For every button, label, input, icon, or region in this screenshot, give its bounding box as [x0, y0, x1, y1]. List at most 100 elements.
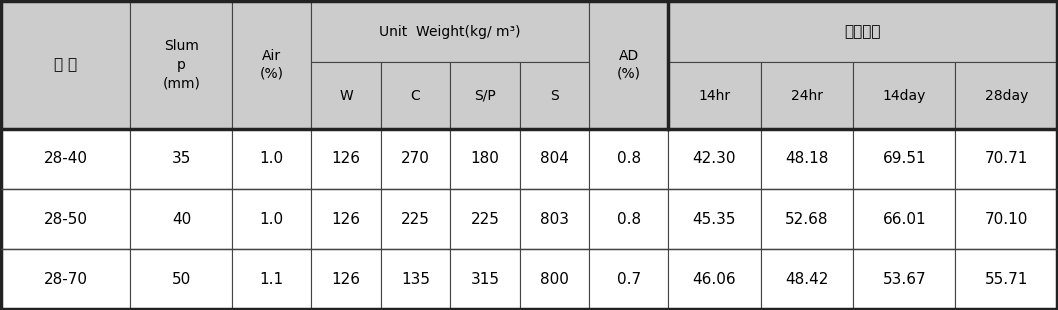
- Text: 225: 225: [471, 211, 499, 227]
- Text: 70.10: 70.10: [985, 211, 1028, 227]
- Text: 135: 135: [401, 272, 430, 287]
- Text: 126: 126: [331, 211, 361, 227]
- Text: 24hr: 24hr: [791, 89, 823, 103]
- Text: 40: 40: [171, 211, 191, 227]
- Bar: [381, 62, 451, 129]
- Bar: [761, 249, 854, 309]
- Bar: [761, 189, 854, 249]
- Bar: [311, 189, 381, 249]
- Text: 1.1: 1.1: [259, 272, 284, 287]
- Bar: [381, 249, 451, 309]
- Text: 0.8: 0.8: [617, 211, 641, 227]
- Text: S: S: [550, 89, 559, 103]
- Bar: [519, 129, 589, 189]
- Bar: [311, 129, 381, 189]
- Bar: [854, 249, 955, 309]
- Bar: [761, 129, 854, 189]
- Bar: [589, 249, 668, 309]
- Text: 180: 180: [471, 151, 499, 166]
- Bar: [854, 189, 955, 249]
- Text: 28-40: 28-40: [43, 151, 88, 166]
- Text: 270: 270: [401, 151, 430, 166]
- Text: 48.18: 48.18: [785, 151, 828, 166]
- Text: 28-50: 28-50: [43, 211, 88, 227]
- Text: 225: 225: [401, 211, 430, 227]
- Text: S/P: S/P: [474, 89, 496, 103]
- Bar: [451, 129, 519, 189]
- Text: 70.71: 70.71: [985, 151, 1028, 166]
- Bar: [519, 62, 589, 129]
- Text: 50: 50: [171, 272, 191, 287]
- Bar: [668, 129, 761, 189]
- Text: 1.0: 1.0: [259, 151, 284, 166]
- Text: W: W: [339, 89, 352, 103]
- Text: Unit  Weight(kg/ m³): Unit Weight(kg/ m³): [380, 24, 521, 38]
- Text: 126: 126: [331, 151, 361, 166]
- Bar: [233, 1, 311, 129]
- Text: 804: 804: [540, 151, 569, 166]
- Bar: [589, 1, 668, 129]
- Text: 압축강도: 압축강도: [844, 24, 881, 39]
- Bar: [130, 129, 233, 189]
- Text: 46.06: 46.06: [693, 272, 736, 287]
- Bar: [381, 189, 451, 249]
- Bar: [451, 62, 519, 129]
- Text: 1.0: 1.0: [259, 211, 284, 227]
- Bar: [233, 129, 311, 189]
- Bar: [589, 189, 668, 249]
- Bar: [854, 129, 955, 189]
- Text: 14hr: 14hr: [698, 89, 730, 103]
- Text: 0.8: 0.8: [617, 151, 641, 166]
- Text: 14day: 14day: [882, 89, 926, 103]
- Text: 315: 315: [471, 272, 499, 287]
- Text: 55.71: 55.71: [985, 272, 1028, 287]
- Bar: [1, 129, 130, 189]
- Text: 35: 35: [171, 151, 191, 166]
- Bar: [381, 129, 451, 189]
- Text: 0.7: 0.7: [617, 272, 641, 287]
- Bar: [451, 189, 519, 249]
- Text: 45.35: 45.35: [693, 211, 736, 227]
- Text: Slum
p
(mm): Slum p (mm): [163, 39, 200, 90]
- Bar: [311, 62, 381, 129]
- Text: Air
(%): Air (%): [260, 49, 284, 81]
- Text: 69.51: 69.51: [882, 151, 926, 166]
- Bar: [451, 249, 519, 309]
- Text: 53.67: 53.67: [882, 272, 926, 287]
- Text: 803: 803: [540, 211, 569, 227]
- Text: 800: 800: [540, 272, 569, 287]
- Bar: [1, 1, 130, 129]
- Bar: [233, 249, 311, 309]
- Bar: [955, 62, 1057, 129]
- Bar: [311, 249, 381, 309]
- Bar: [854, 62, 955, 129]
- Bar: [668, 249, 761, 309]
- Text: 126: 126: [331, 272, 361, 287]
- Text: 52.68: 52.68: [785, 211, 828, 227]
- Bar: [761, 62, 854, 129]
- Bar: [233, 189, 311, 249]
- Text: 42.30: 42.30: [693, 151, 736, 166]
- Bar: [668, 189, 761, 249]
- Bar: [955, 189, 1057, 249]
- Bar: [311, 1, 589, 62]
- Text: 66.01: 66.01: [882, 211, 926, 227]
- Bar: [130, 249, 233, 309]
- Bar: [955, 249, 1057, 309]
- Bar: [589, 129, 668, 189]
- Bar: [668, 62, 761, 129]
- Bar: [1, 189, 130, 249]
- Bar: [130, 1, 233, 129]
- Bar: [1, 249, 130, 309]
- Text: 28-70: 28-70: [43, 272, 88, 287]
- Bar: [130, 189, 233, 249]
- Text: 28day: 28day: [985, 89, 1028, 103]
- Bar: [668, 1, 1057, 62]
- Bar: [519, 249, 589, 309]
- Text: 구 분: 구 분: [54, 57, 77, 72]
- Bar: [955, 129, 1057, 189]
- Text: C: C: [411, 89, 420, 103]
- Text: 48.42: 48.42: [785, 272, 828, 287]
- Bar: [519, 189, 589, 249]
- Text: AD
(%): AD (%): [617, 49, 641, 81]
